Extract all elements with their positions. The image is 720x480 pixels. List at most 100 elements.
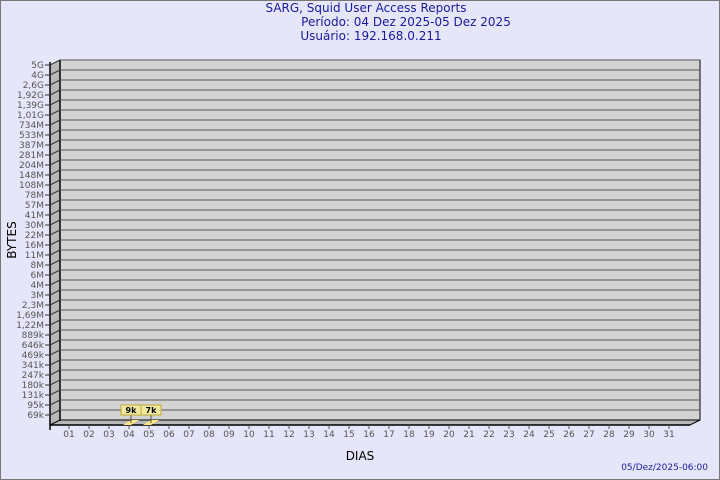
x-tick-label: 27 bbox=[583, 430, 594, 440]
y-tick-slant bbox=[49, 169, 61, 176]
y-tick-label: 41M bbox=[25, 211, 44, 221]
x-tick-label: 01 bbox=[63, 430, 74, 440]
chart-user: Usuário: 192.168.0.211 bbox=[300, 29, 441, 43]
y-tick-slant bbox=[49, 289, 61, 296]
x-tick-label: 07 bbox=[183, 430, 194, 440]
y-tick-slant bbox=[49, 229, 61, 236]
y-tick-slant bbox=[49, 129, 61, 136]
y-tick-slant bbox=[49, 259, 61, 266]
y-tick-slant bbox=[49, 89, 61, 96]
x-tick-label: 02 bbox=[83, 430, 94, 440]
y-tick-label: 180k bbox=[22, 381, 45, 391]
x-tick-label: 25 bbox=[543, 430, 554, 440]
y-tick-slant bbox=[49, 309, 61, 316]
y-tick-slant bbox=[49, 109, 61, 116]
bar-value-label: 7k bbox=[146, 406, 158, 415]
x-tick-label: 06 bbox=[163, 430, 175, 440]
y-tick-label: 8M bbox=[31, 261, 45, 271]
x-tick-label: 22 bbox=[483, 430, 494, 440]
y-tick-label: 148M bbox=[19, 171, 44, 181]
y-tick-label: 4G bbox=[31, 71, 44, 81]
y-tick-slant bbox=[49, 179, 61, 186]
y-tick-label: 95k bbox=[27, 401, 44, 411]
bar-value-label: 9k bbox=[126, 406, 138, 415]
x-tick-label: 12 bbox=[283, 430, 294, 440]
x-tick-label: 19 bbox=[423, 430, 435, 440]
y-tick-slant bbox=[49, 349, 61, 356]
y-tick-slant bbox=[49, 399, 61, 406]
y-tick-slant bbox=[49, 389, 61, 396]
y-tick-label: 131k bbox=[22, 391, 45, 401]
y-tick-label: 734M bbox=[19, 121, 44, 131]
y-tick-slant bbox=[49, 79, 61, 86]
y-tick-slant bbox=[49, 149, 61, 156]
y-axis-label: BYTES bbox=[5, 221, 19, 258]
y-tick-slant bbox=[49, 209, 61, 216]
x-tick-label: 09 bbox=[223, 430, 235, 440]
y-tick-slant bbox=[49, 279, 61, 286]
y-tick-slant bbox=[49, 299, 61, 306]
y-tick-label: 4M bbox=[31, 281, 45, 291]
x-tick-label: 28 bbox=[603, 430, 615, 440]
y-tick-slant bbox=[49, 319, 61, 326]
y-tick-label: 387M bbox=[19, 141, 44, 151]
x-tick-label: 26 bbox=[563, 430, 575, 440]
y-tick-label: 889k bbox=[22, 331, 45, 341]
y-tick-label: 204M bbox=[19, 161, 44, 171]
y-tick-label: 1,01G bbox=[17, 111, 44, 121]
y-tick-slant bbox=[49, 409, 61, 416]
y-tick-slant bbox=[49, 59, 61, 66]
x-tick-label: 17 bbox=[383, 430, 394, 440]
y-tick-slant bbox=[49, 139, 61, 146]
y-tick-slant bbox=[49, 189, 61, 196]
y-tick-slant bbox=[49, 119, 61, 126]
x-tick-label: 20 bbox=[443, 430, 455, 440]
y-tick-label: 22M bbox=[25, 231, 44, 241]
y-tick-label: 1,92G bbox=[17, 91, 44, 101]
y-tick-label: 16M bbox=[25, 241, 44, 251]
y-tick-slant bbox=[49, 359, 61, 366]
x-axis-label: DIAS bbox=[346, 449, 375, 463]
y-tick-label: 2,6G bbox=[23, 81, 44, 91]
bar-label-box bbox=[140, 404, 162, 416]
y-tick-slant bbox=[49, 329, 61, 336]
y-tick-slant bbox=[49, 379, 61, 386]
y-tick-slant bbox=[49, 239, 61, 246]
x-tick-label: 18 bbox=[403, 430, 415, 440]
x-tick-label: 11 bbox=[263, 430, 274, 440]
y-tick-label: 5G bbox=[31, 61, 44, 71]
x-tick-label: 08 bbox=[203, 430, 215, 440]
generated-timestamp: 05/Dez/2025-06:00 bbox=[621, 463, 708, 473]
y-tick-slant bbox=[49, 369, 61, 376]
x-tick-label: 23 bbox=[503, 430, 514, 440]
y-tick-slant bbox=[49, 219, 61, 226]
y-tick-label: 646k bbox=[22, 341, 45, 351]
y-tick-slant bbox=[49, 269, 61, 276]
x-tick-label: 31 bbox=[663, 430, 674, 440]
y-tick-label: 3M bbox=[31, 291, 45, 301]
y-tick-slant bbox=[49, 339, 61, 346]
y-tick-label: 533M bbox=[19, 131, 44, 141]
y-tick-slant bbox=[49, 69, 61, 76]
y-tick-slant bbox=[49, 249, 61, 256]
x-tick-label: 15 bbox=[343, 430, 354, 440]
y-tick-label: 6M bbox=[31, 271, 45, 281]
y-tick-label: 247k bbox=[22, 371, 45, 381]
x-tick-label: 04 bbox=[123, 430, 135, 440]
x-tick-label: 24 bbox=[523, 430, 535, 440]
y-tick-label: 281M bbox=[19, 151, 44, 161]
y-tick-label: 69k bbox=[27, 411, 44, 421]
y-tick-label: 1,39G bbox=[17, 101, 44, 111]
y-tick-label: 1,69M bbox=[16, 311, 44, 321]
y-tick-label: 1,22M bbox=[16, 321, 44, 331]
y-tick-label: 2,3M bbox=[22, 301, 44, 311]
x-tick-label: 14 bbox=[323, 430, 335, 440]
x-tick-label: 16 bbox=[363, 430, 375, 440]
y-tick-label: 57M bbox=[25, 201, 44, 211]
y-tick-label: 469k bbox=[22, 351, 45, 361]
x-tick-label: 10 bbox=[243, 430, 255, 440]
chart-period: Período: 04 Dez 2025-05 Dez 2025 bbox=[301, 15, 511, 29]
x-tick-label: 29 bbox=[623, 430, 635, 440]
x-tick-label: 05 bbox=[143, 430, 154, 440]
